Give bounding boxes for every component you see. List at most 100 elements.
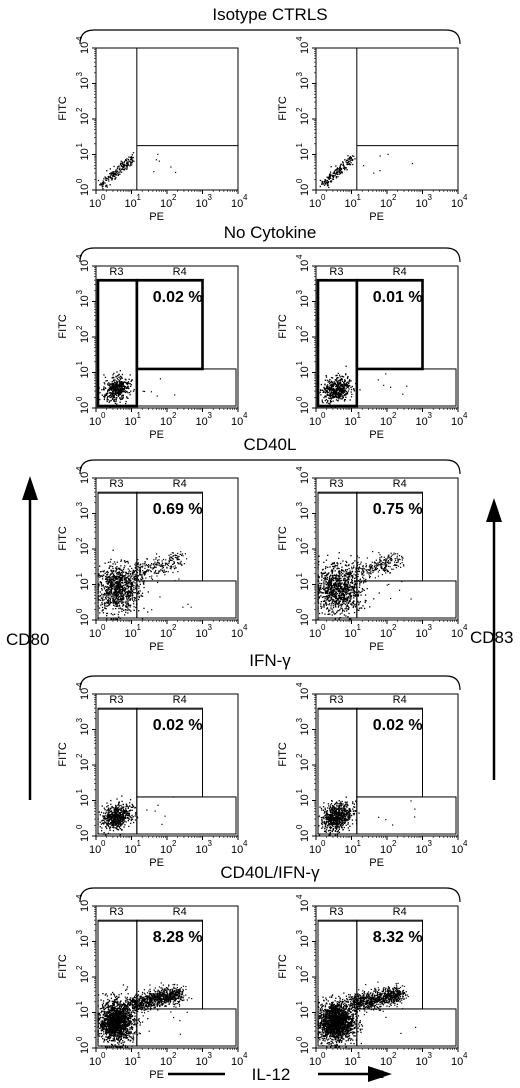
event-dot xyxy=(108,387,110,389)
event-dot xyxy=(173,562,175,564)
event-dot xyxy=(118,820,121,822)
event-dot xyxy=(175,557,178,559)
event-dot xyxy=(130,156,133,158)
event-dot xyxy=(329,399,332,402)
event-dot xyxy=(109,581,111,584)
event-dot xyxy=(130,574,132,576)
event-dot xyxy=(109,579,112,581)
event-dot xyxy=(120,819,122,821)
event-dot xyxy=(341,570,343,572)
event-dot xyxy=(120,559,123,561)
event-dot xyxy=(144,572,146,574)
event-dot xyxy=(123,574,125,577)
x-tick-exponent: 2 xyxy=(172,623,177,632)
event-dot xyxy=(335,583,337,585)
event-dot xyxy=(126,603,128,605)
event-dot xyxy=(119,390,122,392)
event-dot xyxy=(178,578,180,580)
event-dot xyxy=(107,383,109,385)
event-dot xyxy=(385,560,387,562)
event-dot xyxy=(113,595,115,597)
x-tick-exponent: 4 xyxy=(243,193,248,202)
event-cloud xyxy=(97,795,175,836)
event-dot xyxy=(331,608,333,610)
event-dot xyxy=(125,809,127,811)
event-dot xyxy=(317,618,319,620)
event-dot xyxy=(350,156,352,159)
event-dot xyxy=(340,571,343,574)
event-dot xyxy=(138,569,140,571)
event-dot xyxy=(118,394,121,396)
event-dot xyxy=(170,565,172,567)
event-dot xyxy=(347,577,350,579)
event-dot xyxy=(334,394,336,396)
event-dot xyxy=(329,595,331,598)
event-dot xyxy=(97,573,99,575)
event-dot xyxy=(381,573,384,576)
event-dot xyxy=(331,585,334,587)
event-dot xyxy=(349,595,351,597)
event-dot xyxy=(115,170,117,173)
gate-r4-label: R4 xyxy=(173,694,187,706)
event-dot xyxy=(108,815,110,817)
event-dot xyxy=(106,397,108,399)
event-dot xyxy=(351,155,354,157)
event-dot xyxy=(134,819,137,821)
event-dot xyxy=(124,159,127,161)
event-dot xyxy=(115,380,118,382)
event-dot xyxy=(342,560,344,562)
event-dot xyxy=(384,562,386,564)
event-dot xyxy=(119,401,121,403)
event-dot xyxy=(317,608,319,610)
event-dot xyxy=(126,391,128,393)
event-dot xyxy=(112,374,114,376)
x-tick-label: 10 xyxy=(231,416,243,428)
event-dot xyxy=(103,181,105,183)
event-dot xyxy=(114,811,117,813)
event-dot xyxy=(106,177,109,180)
event-dot xyxy=(101,606,104,609)
event-dot xyxy=(368,575,371,577)
event-dot xyxy=(180,553,182,555)
event-dot xyxy=(120,560,122,562)
event-dot xyxy=(337,575,339,577)
event-dot xyxy=(385,572,387,574)
event-dot xyxy=(121,809,123,811)
event-dot xyxy=(109,388,111,390)
event-dot xyxy=(146,569,148,571)
event-dot xyxy=(156,395,158,397)
event-dot xyxy=(333,562,335,565)
event-dot xyxy=(387,153,389,155)
event-dot xyxy=(387,561,390,563)
event-dot xyxy=(129,599,131,601)
event-dot xyxy=(118,568,120,570)
event-dot xyxy=(121,385,123,388)
event-dot xyxy=(378,564,380,566)
event-dot xyxy=(112,390,115,392)
event-dot xyxy=(144,571,146,573)
event-dot xyxy=(373,565,376,568)
event-dot xyxy=(116,391,119,393)
event-dot xyxy=(346,610,348,612)
event-dot xyxy=(401,580,403,583)
event-dot xyxy=(337,578,340,580)
event-dot xyxy=(382,564,384,566)
event-dot xyxy=(119,834,121,836)
event-dot xyxy=(338,387,340,389)
event-dot xyxy=(166,563,169,565)
event-dot xyxy=(113,599,115,601)
event-dot xyxy=(345,600,347,603)
event-dot xyxy=(347,158,349,160)
event-dot xyxy=(124,575,126,577)
event-dot xyxy=(116,817,119,819)
event-dot xyxy=(385,559,387,561)
event-dot xyxy=(332,610,334,612)
event-dot xyxy=(166,562,168,564)
event-dot xyxy=(365,600,367,602)
event-dot xyxy=(321,569,324,571)
event-dot xyxy=(128,599,130,601)
event-dot xyxy=(120,597,122,600)
event-dot xyxy=(326,573,328,575)
event-dot xyxy=(142,390,144,392)
event-dot xyxy=(105,177,107,180)
